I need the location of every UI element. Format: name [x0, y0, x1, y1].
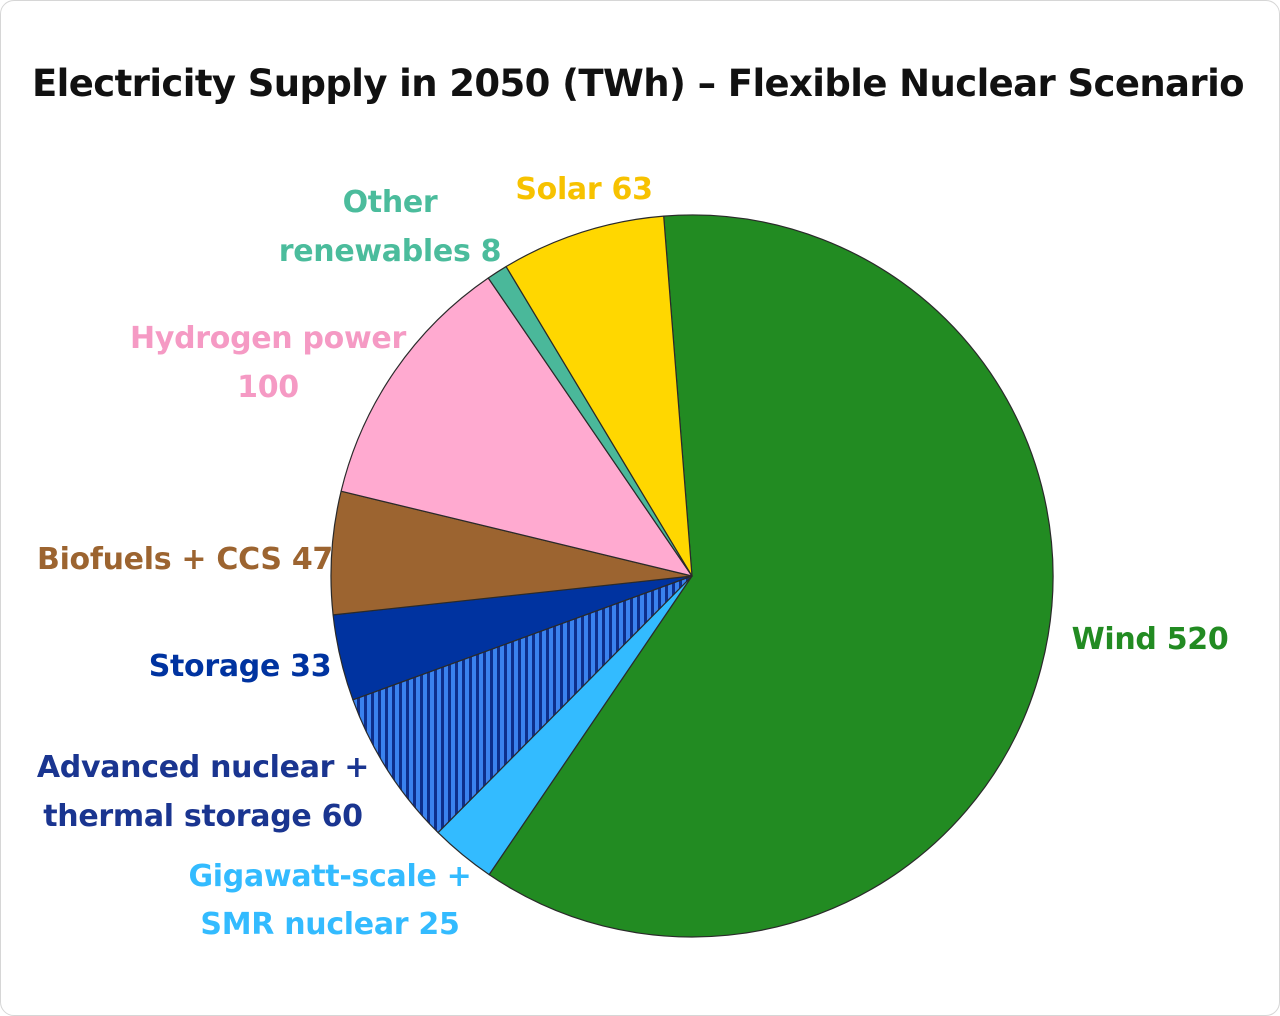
label-biofuels-ccs: Biofuels + CCS 47: [37, 542, 333, 577]
label-other-renewables: Other renewables 8: [279, 185, 501, 269]
label-line: Storage 33: [149, 649, 332, 684]
label-line: Solar 63: [515, 172, 652, 207]
label-line: Biofuels + CCS 47: [37, 542, 333, 577]
label-wind: Wind 520: [1072, 622, 1229, 657]
label-line: Advanced nuclear +: [37, 750, 369, 785]
label-line: Hydrogen power: [130, 321, 406, 356]
slice-solar: [505, 215, 693, 577]
slice-wind: [488, 214, 1054, 938]
slice-hydrogen-power: [340, 277, 693, 577]
label-gigawatt-scale-smr-nuclear: Gigawatt-scale + SMR nuclear 25: [188, 859, 471, 942]
label-line: SMR nuclear 25: [200, 907, 459, 942]
label-line: thermal storage 60: [43, 799, 363, 834]
label-line: Wind 520: [1072, 622, 1229, 657]
label-storage: Storage 33: [149, 649, 332, 684]
label-line: renewables 8: [279, 234, 501, 269]
label-line: Gigawatt-scale +: [188, 859, 471, 894]
chart-title: Electricity Supply in 2050 (TWh) – Flexi…: [32, 62, 1245, 105]
label-advanced-nuclear-thermal-storage: Advanced nuclear + thermal storage 60: [37, 750, 369, 834]
slice-advanced-nuclear-thermal-storage: [352, 575, 693, 834]
label-solar: Solar 63: [515, 172, 652, 207]
label-line: 100: [237, 370, 299, 405]
label-hydrogen-power: Hydrogen power 100: [130, 321, 406, 405]
label-line: Other: [343, 185, 438, 220]
